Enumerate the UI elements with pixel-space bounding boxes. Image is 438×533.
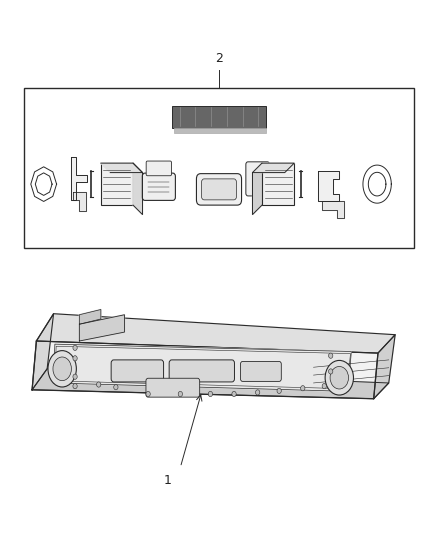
FancyBboxPatch shape [196,174,242,205]
Polygon shape [32,369,389,399]
Circle shape [322,384,326,389]
Circle shape [300,385,305,391]
Circle shape [255,390,260,395]
FancyBboxPatch shape [240,361,281,382]
Circle shape [277,388,281,393]
FancyBboxPatch shape [146,378,200,397]
Polygon shape [101,163,142,173]
FancyBboxPatch shape [111,360,163,382]
Polygon shape [79,315,124,341]
Circle shape [208,391,212,397]
Circle shape [328,353,333,358]
Polygon shape [374,335,395,399]
Polygon shape [322,201,343,218]
Polygon shape [253,163,262,215]
Circle shape [73,356,77,361]
Polygon shape [71,157,87,200]
Polygon shape [318,171,339,201]
Ellipse shape [48,351,76,387]
Circle shape [96,382,101,387]
Polygon shape [36,314,395,353]
Text: 1: 1 [163,474,171,487]
Ellipse shape [330,367,349,389]
Polygon shape [79,310,101,324]
Bar [262,163,294,205]
Circle shape [73,384,77,389]
Ellipse shape [53,357,71,381]
Circle shape [328,369,333,374]
FancyBboxPatch shape [246,162,269,196]
Circle shape [232,391,236,397]
FancyBboxPatch shape [146,161,172,176]
Bar [172,106,266,128]
Polygon shape [253,163,294,173]
FancyBboxPatch shape [169,360,234,382]
FancyBboxPatch shape [201,179,237,200]
FancyBboxPatch shape [142,173,175,200]
Bar [101,163,133,205]
Circle shape [73,374,77,379]
Polygon shape [53,344,351,391]
Circle shape [178,391,183,397]
Ellipse shape [325,360,353,395]
Circle shape [73,345,77,350]
Bar [174,128,266,133]
Text: 2: 2 [215,52,223,64]
Polygon shape [73,192,86,212]
Polygon shape [32,341,378,399]
Polygon shape [133,163,142,215]
Circle shape [114,384,118,390]
Circle shape [146,391,150,397]
Polygon shape [32,314,53,390]
Bar [24,88,414,248]
